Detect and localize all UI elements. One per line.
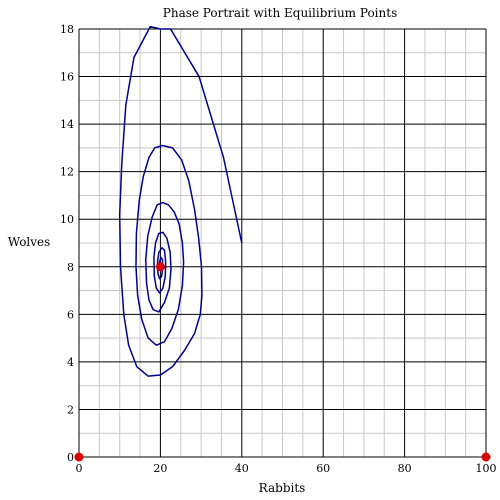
- x-tick-label: 100: [476, 462, 497, 475]
- y-tick-label: 2: [67, 403, 74, 416]
- y-tick-label: 18: [60, 23, 74, 36]
- chart-title: Phase Portrait with Equilibrium Points: [163, 6, 397, 20]
- y-tick-label: 6: [67, 308, 74, 321]
- minor-grid: [79, 29, 486, 457]
- y-tick-label: 10: [60, 213, 74, 226]
- y-tick-labels: 0 2 4 6 8 10 12 14 16 18: [60, 23, 74, 464]
- x-tick-label: 40: [235, 462, 249, 475]
- y-tick-label: 4: [67, 356, 74, 369]
- x-tick-label: 0: [76, 462, 83, 475]
- x-tick-label: 20: [153, 462, 167, 475]
- x-tick-label: 60: [316, 462, 330, 475]
- y-tick-label: 12: [60, 166, 74, 179]
- trajectory-line: [118, 25, 243, 377]
- x-tick-label: 80: [398, 462, 412, 475]
- equilibrium-point: [481, 452, 491, 462]
- x-tick-labels: 0 20 40 60 80 100: [76, 462, 497, 475]
- equilibrium-points: [74, 262, 491, 462]
- trajectory-curves: [118, 25, 243, 377]
- y-axis-label: Wolves: [8, 235, 51, 249]
- y-tick-label: 14: [60, 118, 74, 131]
- major-grid: [78, 28, 487, 458]
- equilibrium-point: [155, 262, 165, 272]
- y-tick-label: 0: [67, 451, 74, 464]
- y-tick-label: 16: [60, 71, 74, 84]
- equilibrium-point: [74, 452, 84, 462]
- y-tick-label: 8: [67, 261, 74, 274]
- x-axis-label: Rabbits: [259, 481, 306, 495]
